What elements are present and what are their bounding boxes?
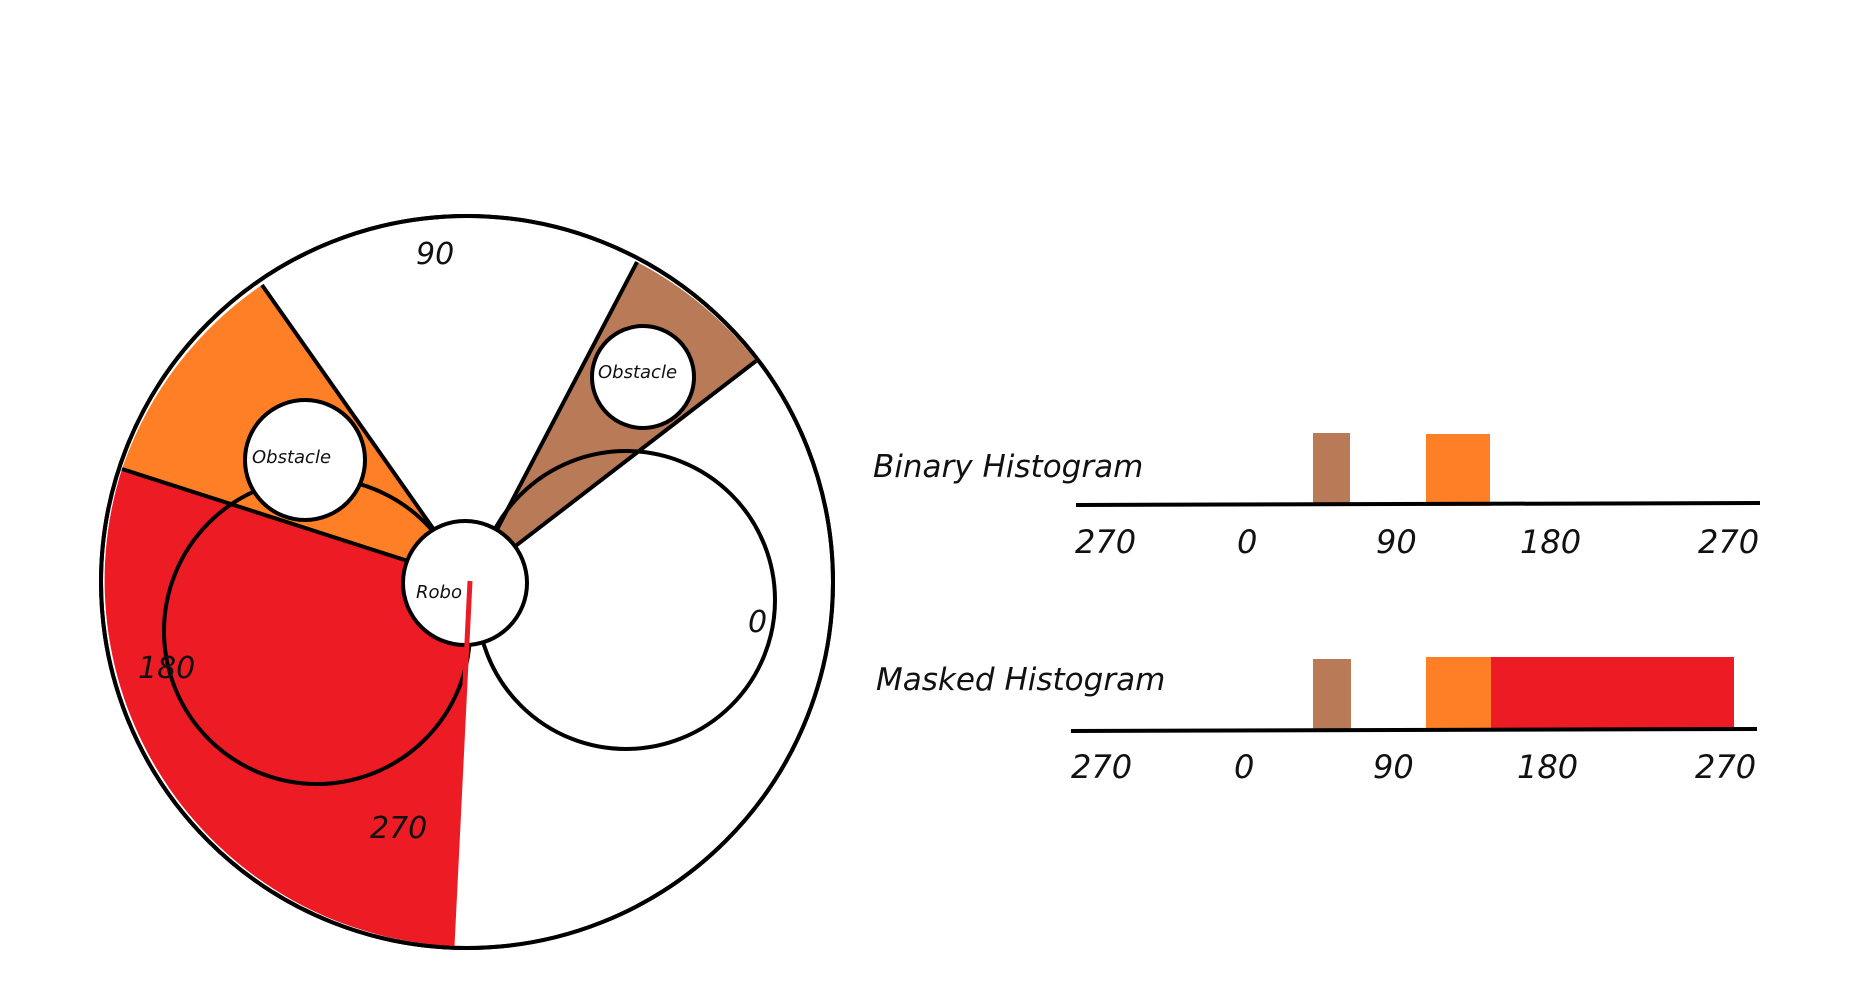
obstacle-circle-left [243,398,367,522]
red-blocked-sector [104,469,471,946]
masked-bar-orange [1426,657,1492,731]
obstacle-label-right: Obstacle [598,362,677,383]
masked-tick-90: 90 [1373,748,1414,786]
polar-diagram: 90 0 180 270 Obstacle Obstacle Robo [99,214,835,950]
angle-label-90: 90 [416,237,454,272]
binary-bar-orange [1426,434,1490,506]
masked-histogram-axis [1070,727,1758,733]
masked-tick-180: 180 [1517,748,1578,786]
robot-label: Robo [416,582,462,603]
binary-bar-brown [1313,433,1350,506]
binary-tick-0: 0 [1237,523,1257,561]
brown-obstacle-sector [470,262,756,581]
masked-bar-brown [1313,659,1351,731]
angle-label-0: 0 [748,605,767,640]
masked-histogram: Masked Histogram 270 0 90 180 270 [876,657,1758,786]
binary-tick-270-left: 270 [1075,523,1136,561]
masked-histogram-title: Masked Histogram [876,662,1165,698]
masked-tick-0: 0 [1234,748,1254,786]
binary-histogram-axis [1075,501,1761,507]
angle-label-270: 270 [370,811,427,846]
binary-tick-90: 90 [1376,523,1417,561]
sensor-range-outline [99,214,835,950]
masked-tick-270-right: 270 [1695,748,1756,786]
masked-tick-270-left: 270 [1071,748,1132,786]
angle-label-180: 180 [138,651,195,686]
sector-boundary-brown-right [468,359,758,583]
masked-bar-red [1491,657,1734,731]
binary-histogram-title: Binary Histogram [873,449,1143,485]
binary-tick-270-right: 270 [1698,523,1759,561]
binary-histogram: Binary Histogram 270 0 90 180 270 [873,433,1761,561]
sector-boundary-red-bottom [449,580,473,947]
binary-tick-180: 180 [1520,523,1581,561]
obstacle-label-left: Obstacle [252,447,331,468]
obstacle-circle-right [590,324,696,430]
